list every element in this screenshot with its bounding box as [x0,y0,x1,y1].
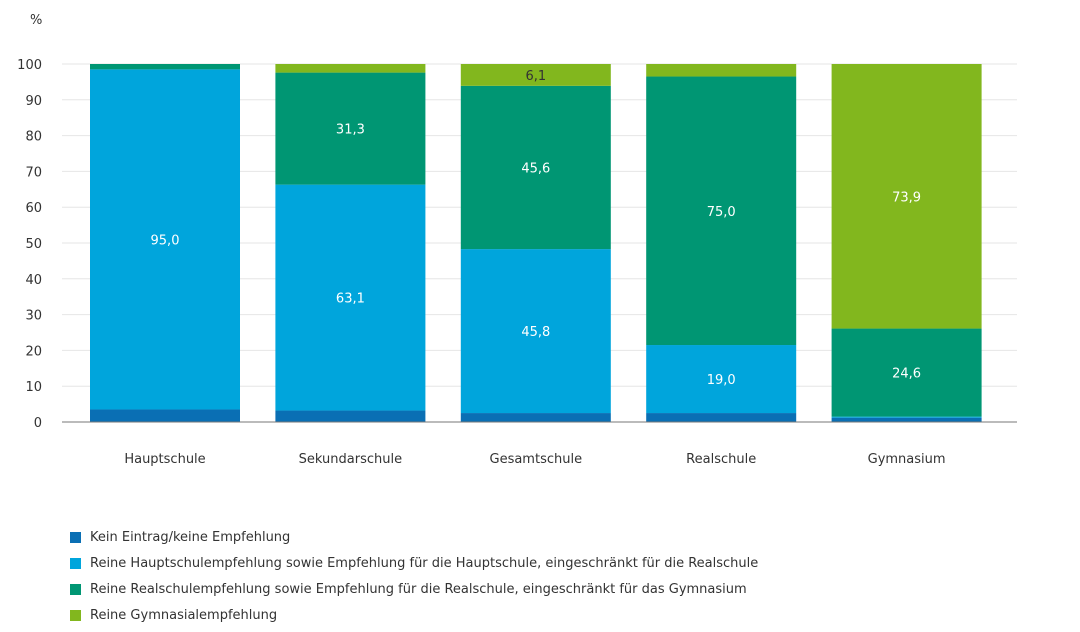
legend-label: Reine Hauptschulempfehlung sowie Empfehl… [90,555,759,571]
legend-swatch [70,583,81,595]
legend-item: Reine Gymnasialempfehlung [70,602,758,628]
y-axis-ticks: 0 10 20 30 40 50 60 70 80 90 100 [17,58,42,431]
legend: Kein Eintrag/keine Empfehlung Reine Haupt… [70,524,758,628]
data-label: 95,0 [151,233,180,248]
bar-segment [646,64,797,77]
y-tick-label: 90 [25,94,42,109]
y-tick-label: 20 [25,344,42,359]
bar-segment [460,249,611,414]
y-tick-label: 80 [25,130,42,145]
bar-segment [90,69,240,410]
category-label: Gymnasium [868,452,946,467]
legend-item: Kein Eintrag/keine Empfehlung [70,524,758,550]
bar-segment [460,64,611,86]
bar-segment [646,413,797,422]
bar-segment [275,410,426,422]
bar-segment [90,64,240,70]
bar-segment [275,64,426,73]
bar-segment [460,413,611,422]
data-label: 19,0 [707,373,736,388]
category-label: Hauptschule [124,452,205,467]
legend-item: Reine Realschulempfehlung sowie Empfehlu… [70,576,758,602]
data-label: 24,6 [892,367,921,382]
stacked-bar-chart: % 0 10 20 30 40 50 60 70 80 90 100 95,0 63,1 31,3 45,… [17,13,1017,467]
bar-segment [831,417,982,422]
category-label: Sekundarschule [299,452,402,467]
bar-segment [275,72,426,185]
legend-item: Reine Hauptschulempfehlung sowie Empfehl… [70,550,758,576]
data-labels: 95,0 63,1 31,3 45,8 45,6 6,1 19,0 75,0 24,6 73,9 [151,69,922,388]
bar-segment [646,345,797,414]
data-label: 6,1 [525,69,546,84]
data-label: 45,8 [521,325,550,340]
bars [90,64,982,422]
bar-segment [90,409,240,422]
category-labels: Hauptschule Sekundarschule Gesamtschule Rea… [124,452,945,467]
y-tick-label: 10 [25,380,42,395]
y-tick-label: 70 [25,165,42,180]
legend-label: Reine Realschulempfehlung sowie Empfehlu… [90,581,747,597]
legend-swatch [70,531,81,543]
legend-swatch [70,557,81,569]
data-label: 45,6 [521,161,550,176]
data-label: 75,0 [707,205,736,220]
y-tick-label: 50 [25,237,42,252]
y-tick-label: 60 [25,201,42,216]
data-label: 31,3 [336,123,365,138]
legend-swatch [70,609,81,621]
category-label: Gesamtschule [490,452,583,467]
y-tick-label: 40 [25,273,42,288]
y-tick-label: 100 [17,58,42,73]
bar-segment [831,416,982,418]
bar-segment [831,328,982,417]
bar-segment [831,64,982,329]
data-label: 73,9 [892,190,921,205]
y-axis-unit-label: % [30,13,42,28]
bar-segment [275,184,426,411]
bar-segment [460,85,611,250]
bar-segment [646,76,797,346]
y-tick-label: 30 [25,309,42,324]
legend-label: Kein Eintrag/keine Empfehlung [90,529,291,545]
legend-label: Reine Gymnasialempfehlung [90,607,278,623]
data-label: 63,1 [336,292,365,307]
category-label: Realschule [686,452,756,467]
y-tick-label: 0 [34,416,42,431]
